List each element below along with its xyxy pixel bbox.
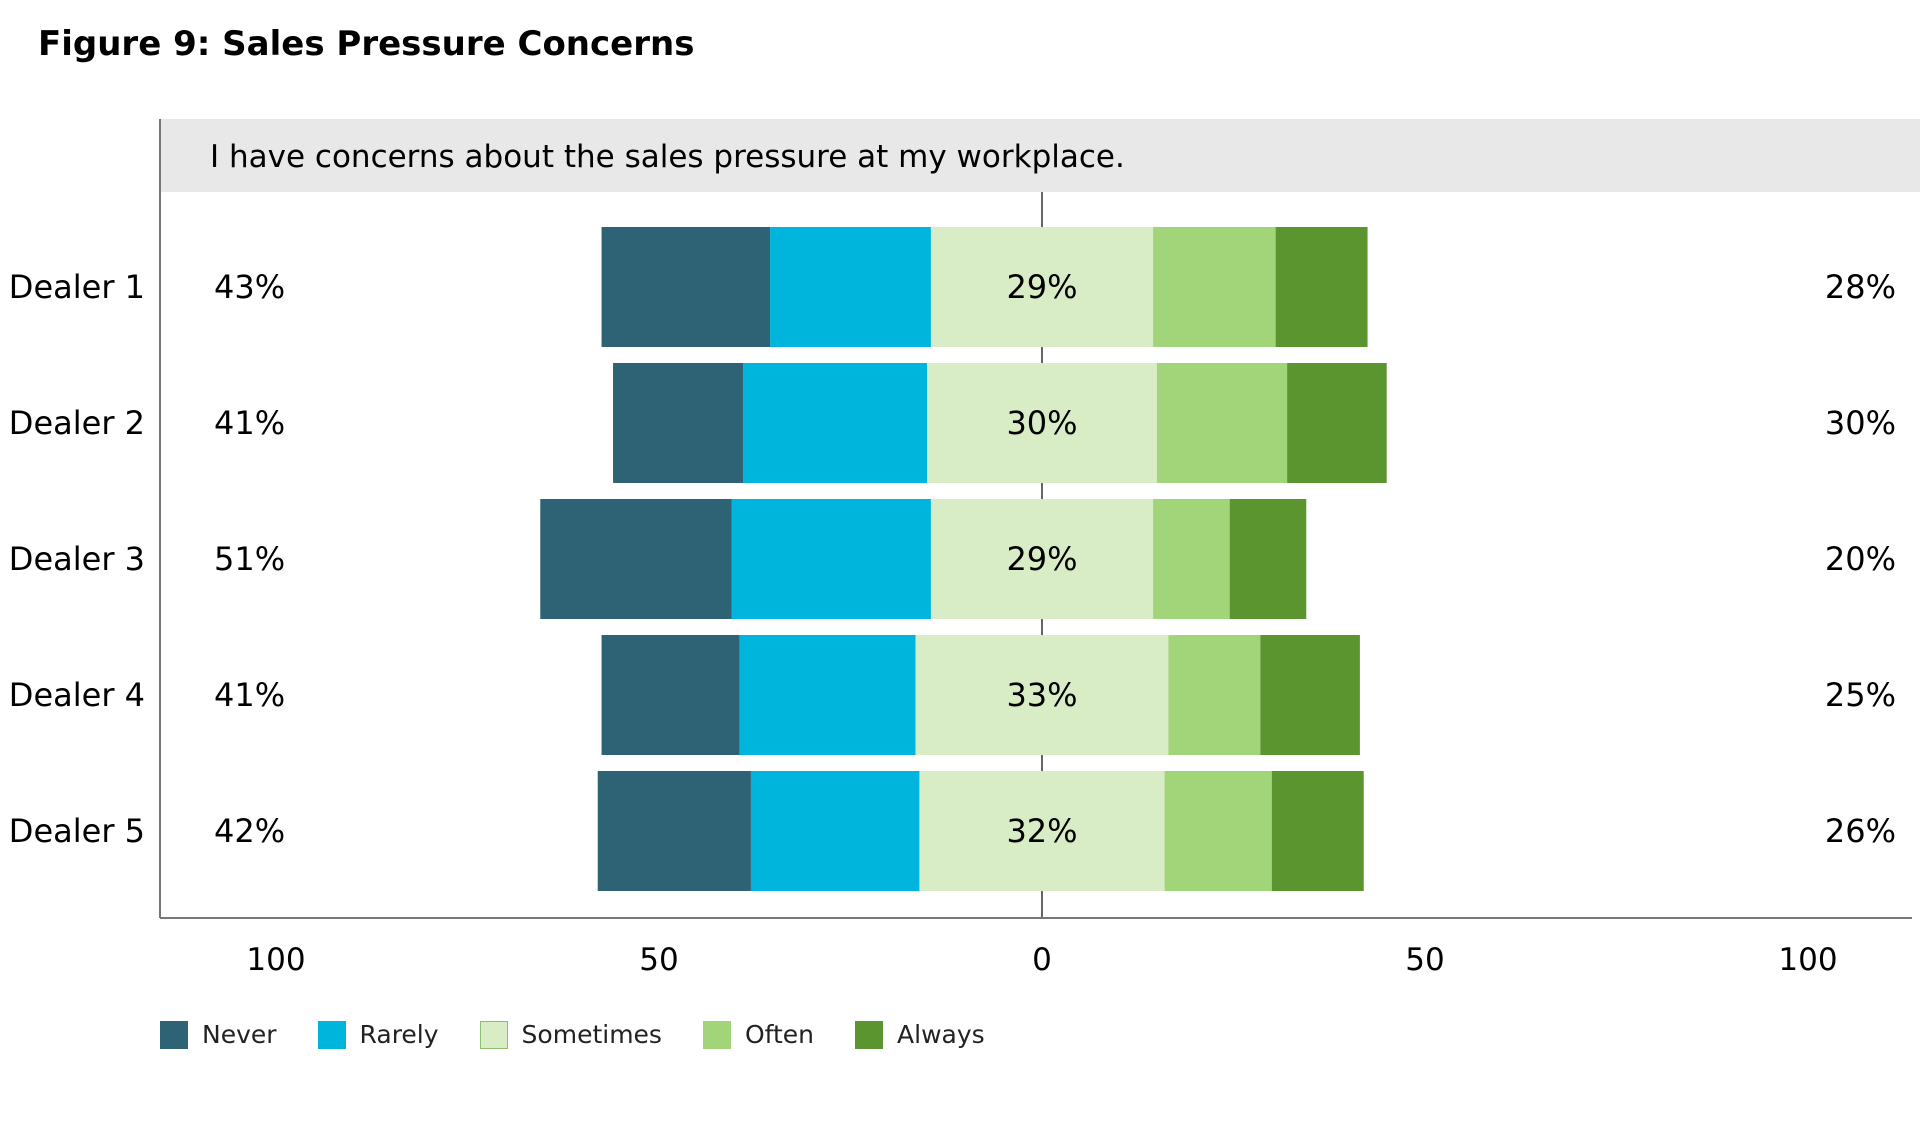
legend-item-sometimes: Sometimes [479,1020,662,1049]
left-total-label: 43% [214,268,285,306]
center-value-label: 33% [1006,676,1077,714]
legend-label: Never [202,1020,277,1049]
bar-often-dealer-3 [1153,499,1230,619]
left-total-label: 42% [214,812,285,850]
category-label: Dealer 4 [9,676,145,714]
bar-often-dealer-1 [1153,227,1276,347]
bar-always-dealer-4 [1260,635,1360,755]
question-banner [160,119,1920,192]
x-tick-label: 100 [246,942,305,978]
legend-swatch [855,1020,884,1049]
bar-sometimes-dealer-5 [919,771,1165,891]
left-total-label: 41% [214,404,285,442]
bar-never-dealer-4 [601,635,740,755]
right-total-label: 25% [1825,676,1896,714]
legend-label: Often [744,1020,815,1049]
bar-often-dealer-2 [1156,363,1288,483]
x-tick-label: 50 [1405,942,1444,978]
legend-swatch [702,1020,731,1049]
x-tick-label: 100 [1778,942,1837,978]
bar-rarely-dealer-3 [731,499,931,619]
bar-sometimes-dealer-1 [930,227,1154,347]
legend-swatch [479,1020,508,1049]
bar-never-dealer-2 [613,363,744,483]
bar-never-dealer-1 [601,227,771,347]
category-label: Dealer 3 [9,540,145,578]
legend-item-often: Often [702,1020,815,1049]
bar-rarely-dealer-5 [750,771,920,891]
question-text: I have concerns about the sales pressure… [210,139,1125,175]
legend-swatch [317,1020,346,1049]
center-value-label: 32% [1006,812,1077,850]
center-value-label: 29% [1006,540,1077,578]
bar-sometimes-dealer-2 [927,363,1157,483]
chart-title: Figure 9: Sales Pressure Concerns [38,24,695,64]
legend-item-always: Always [855,1020,985,1049]
bar-often-dealer-5 [1164,771,1272,891]
bar-always-dealer-1 [1275,227,1368,347]
bar-often-dealer-4 [1168,635,1261,755]
x-tick-label: 0 [1032,942,1052,978]
right-total-label: 20% [1825,540,1896,578]
x-tick-label: 50 [639,942,678,978]
bar-always-dealer-2 [1287,363,1387,483]
legend-swatch [160,1020,188,1049]
right-total-label: 30% [1825,404,1896,442]
left-total-label: 41% [214,676,285,714]
bar-rarely-dealer-4 [739,635,916,755]
left-total-label: 51% [214,540,285,578]
legend-label: Rarely [359,1020,439,1049]
bar-rarely-dealer-1 [770,227,931,347]
legend-item-never: Never [160,1020,277,1049]
center-value-label: 29% [1006,268,1077,306]
bar-sometimes-dealer-3 [930,499,1154,619]
bar-always-dealer-3 [1229,499,1307,619]
legend-label: Sometimes [521,1020,662,1049]
bar-never-dealer-3 [540,499,732,619]
legend-item-rarely: Rarely [317,1020,439,1049]
category-label: Dealer 2 [9,404,145,442]
bar-rarely-dealer-2 [743,363,928,483]
bar-always-dealer-5 [1271,771,1364,891]
bar-sometimes-dealer-4 [915,635,1169,755]
legend-label: Always [897,1020,985,1049]
right-total-label: 26% [1825,812,1896,850]
category-label: Dealer 1 [9,268,145,306]
legend: Never Rarely Sometimes Often Always [160,1020,1026,1049]
category-label: Dealer 5 [9,812,145,850]
bar-never-dealer-5 [597,771,751,891]
center-value-label: 30% [1006,404,1077,442]
right-total-label: 28% [1825,268,1896,306]
